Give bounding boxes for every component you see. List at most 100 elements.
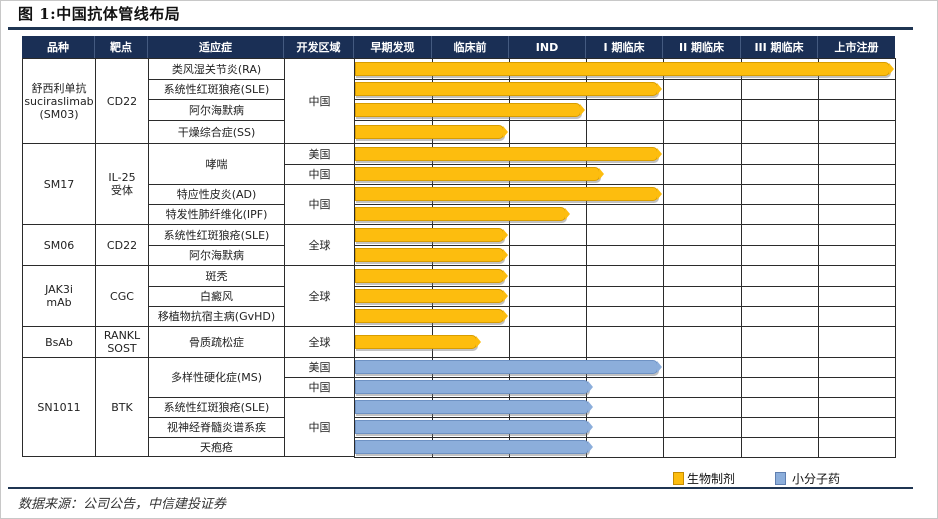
stage-grid-cell — [663, 143, 742, 165]
figure-title: 图 1:中国抗体管线布局 — [18, 5, 181, 23]
stage-grid-cell — [741, 79, 819, 100]
stage-grid-cell — [818, 265, 896, 287]
stage-grid-cell — [818, 286, 896, 307]
stage-grid-cell — [818, 164, 896, 185]
stage-grid-cell — [818, 306, 896, 327]
pipeline-bar — [355, 268, 508, 283]
source-note: 数据来源：公司公告，中信建投证券 — [18, 497, 227, 512]
stage-grid-cell — [818, 99, 896, 121]
stage-grid-cell — [663, 377, 742, 398]
stage-grid-cell — [586, 417, 664, 438]
stage-grid-cell — [663, 417, 742, 438]
pipeline-bar — [355, 309, 508, 323]
legend-small-molecule-label: 小分子药 — [792, 472, 841, 486]
stage-grid-cell — [741, 397, 819, 418]
stage-grid-cell — [818, 184, 896, 205]
region-cell: 中国 — [284, 377, 355, 398]
stage-grid-cell — [818, 437, 896, 458]
stage-grid-cell — [741, 265, 819, 287]
stage-grid-cell — [586, 265, 664, 287]
region-cell: 美国 — [284, 357, 355, 378]
stage-grid-cell — [663, 357, 742, 378]
stage-grid-cell — [586, 99, 664, 121]
stage-grid-cell — [509, 224, 587, 246]
region-cell: 全球 — [284, 265, 355, 327]
small-molecule-swatch-icon — [775, 472, 786, 485]
stage-grid-cell — [741, 377, 819, 398]
source-rule — [8, 487, 913, 489]
stage-grid-cell — [663, 326, 742, 358]
indication-cell: 多样性硬化症(MS) — [148, 357, 285, 398]
pipeline-bar — [355, 440, 593, 454]
stage-grid-cell — [741, 143, 819, 165]
stage-grid-cell — [818, 397, 896, 418]
stage-grid-cell — [663, 437, 742, 458]
stage-grid-cell — [741, 184, 819, 205]
header-stage-discovery: 早期发现 — [354, 36, 432, 58]
biologic-swatch-icon — [673, 472, 684, 485]
target-cell: RANKL SOST — [95, 326, 149, 358]
indication-cell: 类风湿关节炎(RA) — [148, 58, 285, 80]
region-cell: 美国 — [284, 143, 355, 165]
indication-cell: 白癜风 — [148, 286, 285, 307]
product-cell: BsAb — [22, 326, 96, 358]
stage-grid-cell — [663, 99, 742, 121]
stage-grid-cell — [663, 306, 742, 327]
stage-grid-cell — [586, 120, 664, 144]
region-cell: 全球 — [284, 224, 355, 266]
stage-grid-cell — [586, 306, 664, 327]
stage-grid-cell — [509, 326, 587, 358]
stage-grid-cell — [741, 120, 819, 144]
region-cell: 中国 — [284, 164, 355, 185]
pipeline-bar — [355, 207, 570, 221]
indication-cell: 干燥综合症(SS) — [148, 120, 285, 144]
stage-grid-cell — [741, 164, 819, 185]
indication-cell: 系统性红斑狼疮(SLE) — [148, 79, 285, 100]
legend-biologic-label: 生物制剂 — [687, 472, 736, 486]
stage-grid-cell — [818, 326, 896, 358]
target-cell: CD22 — [95, 58, 149, 144]
stage-grid-cell — [741, 204, 819, 225]
region-cell: 全球 — [284, 326, 355, 358]
stage-grid-cell — [586, 204, 664, 225]
header-stage-ind: IND — [509, 36, 586, 58]
target-cell: CGC — [95, 265, 149, 327]
stage-grid-cell — [741, 326, 819, 358]
stage-grid-cell — [509, 245, 587, 266]
pipeline-bar — [355, 360, 662, 374]
product-cell: 舒西利单抗 suciraslimab (SM03) — [22, 58, 96, 144]
stage-grid-cell — [663, 79, 742, 100]
pipeline-bar — [355, 227, 508, 242]
stage-grid-cell — [741, 357, 819, 378]
indication-cell: 特发性肺纤维化(IPF) — [148, 204, 285, 225]
product-cell: SM06 — [22, 224, 96, 266]
stage-grid-cell — [509, 306, 587, 327]
stage-grid-cell — [509, 286, 587, 307]
stage-grid-cell — [741, 306, 819, 327]
stage-grid-cell — [586, 286, 664, 307]
stage-grid-cell — [741, 99, 819, 121]
header-stage-phase2: II 期临床 — [663, 36, 741, 58]
stage-grid-cell — [663, 164, 742, 185]
stage-grid-cell — [741, 437, 819, 458]
pipeline-bar — [355, 380, 593, 394]
indication-cell: 哮喘 — [148, 143, 285, 185]
target-cell: BTK — [95, 357, 149, 457]
pipeline-bar — [355, 61, 894, 76]
stage-grid-cell — [818, 377, 896, 398]
stage-grid-cell — [818, 357, 896, 378]
indication-cell: 骨质疏松症 — [148, 326, 285, 358]
legend-biologic: 生物制剂 — [673, 470, 735, 487]
stage-grid-cell — [586, 326, 664, 358]
pipeline-bar — [355, 248, 508, 262]
stage-grid-cell — [818, 79, 896, 100]
indication-cell: 天疱疮 — [148, 437, 285, 457]
title-rule — [8, 27, 913, 30]
legend-small-molecule: 小分子药 — [775, 470, 840, 487]
stage-grid-cell — [586, 397, 664, 418]
indication-cell: 视神经脊髓炎谱系疾 — [148, 417, 285, 438]
pipeline-bar — [355, 167, 605, 181]
indication-cell: 阿尔海默病 — [148, 99, 285, 121]
region-cell: 中国 — [284, 184, 355, 225]
pipeline-bar — [355, 289, 508, 303]
